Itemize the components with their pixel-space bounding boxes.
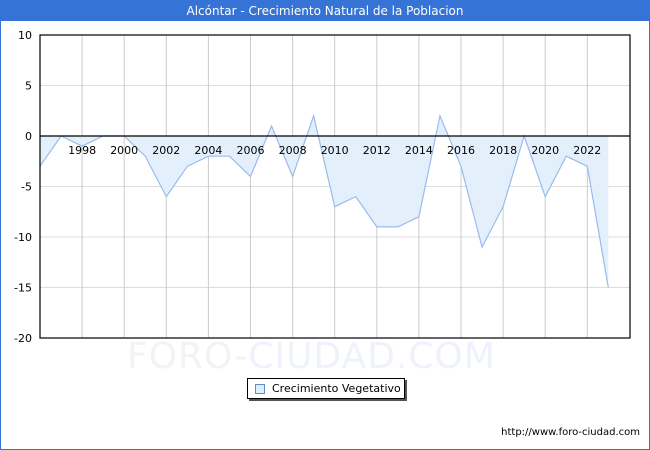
x-tick-label: 2008 — [279, 144, 307, 157]
x-tick-label: 2022 — [573, 144, 601, 157]
series-line — [39, 113, 609, 288]
y-tick-label: -20 — [14, 332, 32, 345]
x-tick-label: 2018 — [489, 144, 517, 157]
x-tick-label: 2012 — [363, 144, 391, 157]
plot-border — [39, 34, 631, 339]
x-tick-label: 2010 — [321, 144, 349, 157]
x-tick-label: 1998 — [68, 144, 96, 157]
y-tick-label: -10 — [14, 231, 32, 244]
y-tick-label: -15 — [14, 282, 32, 295]
legend-label: Crecimiento Vegetativo — [272, 382, 401, 395]
x-tick-label: 2020 — [531, 144, 559, 157]
chart-title: Alcóntar - Crecimiento Natural de la Pob… — [0, 0, 650, 21]
source-url: http://www.foro-ciudad.com — [501, 427, 640, 438]
legend-swatch-icon — [255, 384, 265, 394]
x-tick-label: 2016 — [447, 144, 475, 157]
y-tick-label: 0 — [25, 130, 32, 143]
area-fill — [40, 115, 609, 288]
x-tick-label: 2000 — [110, 144, 138, 157]
watermark: FORO-CIUDAD.COM — [127, 336, 496, 377]
legend: Crecimiento Vegetativo — [247, 378, 405, 399]
x-tick-label: 2002 — [152, 144, 180, 157]
y-tick-label: 5 — [25, 80, 32, 93]
x-tick-label: 2004 — [194, 144, 222, 157]
y-tick-label: -5 — [21, 181, 32, 194]
x-tick-label: 2006 — [237, 144, 265, 157]
watermark-part2: CIUDAD.COM — [248, 336, 496, 377]
y-tick-label: 10 — [18, 29, 32, 42]
x-tick-label: 2014 — [405, 144, 433, 157]
watermark-part1: FORO- — [127, 336, 249, 377]
